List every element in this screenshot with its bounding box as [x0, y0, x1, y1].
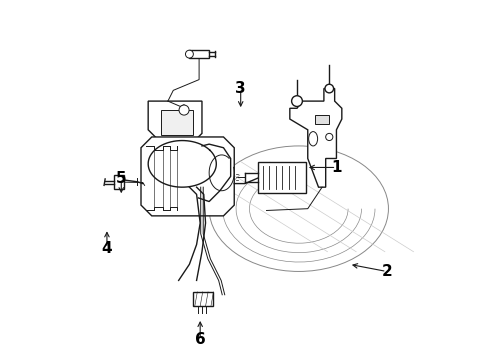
Text: 6: 6	[195, 332, 205, 347]
Bar	[114, 175, 124, 189]
Text: 1: 1	[331, 160, 342, 175]
Bar	[315, 116, 329, 125]
Circle shape	[292, 96, 302, 107]
Text: 5: 5	[116, 171, 126, 186]
Ellipse shape	[309, 132, 318, 146]
Text: 4: 4	[101, 240, 112, 256]
Circle shape	[326, 134, 333, 140]
Bar	[161, 110, 193, 135]
Polygon shape	[141, 137, 234, 216]
Circle shape	[186, 50, 194, 58]
Ellipse shape	[209, 146, 389, 271]
Text: 3: 3	[235, 81, 246, 96]
Polygon shape	[148, 101, 202, 140]
Circle shape	[325, 84, 334, 93]
Circle shape	[179, 105, 189, 115]
Text: 2: 2	[381, 264, 392, 279]
FancyBboxPatch shape	[258, 162, 306, 193]
Polygon shape	[290, 89, 342, 187]
Bar	[193, 292, 213, 306]
Bar	[190, 50, 209, 58]
